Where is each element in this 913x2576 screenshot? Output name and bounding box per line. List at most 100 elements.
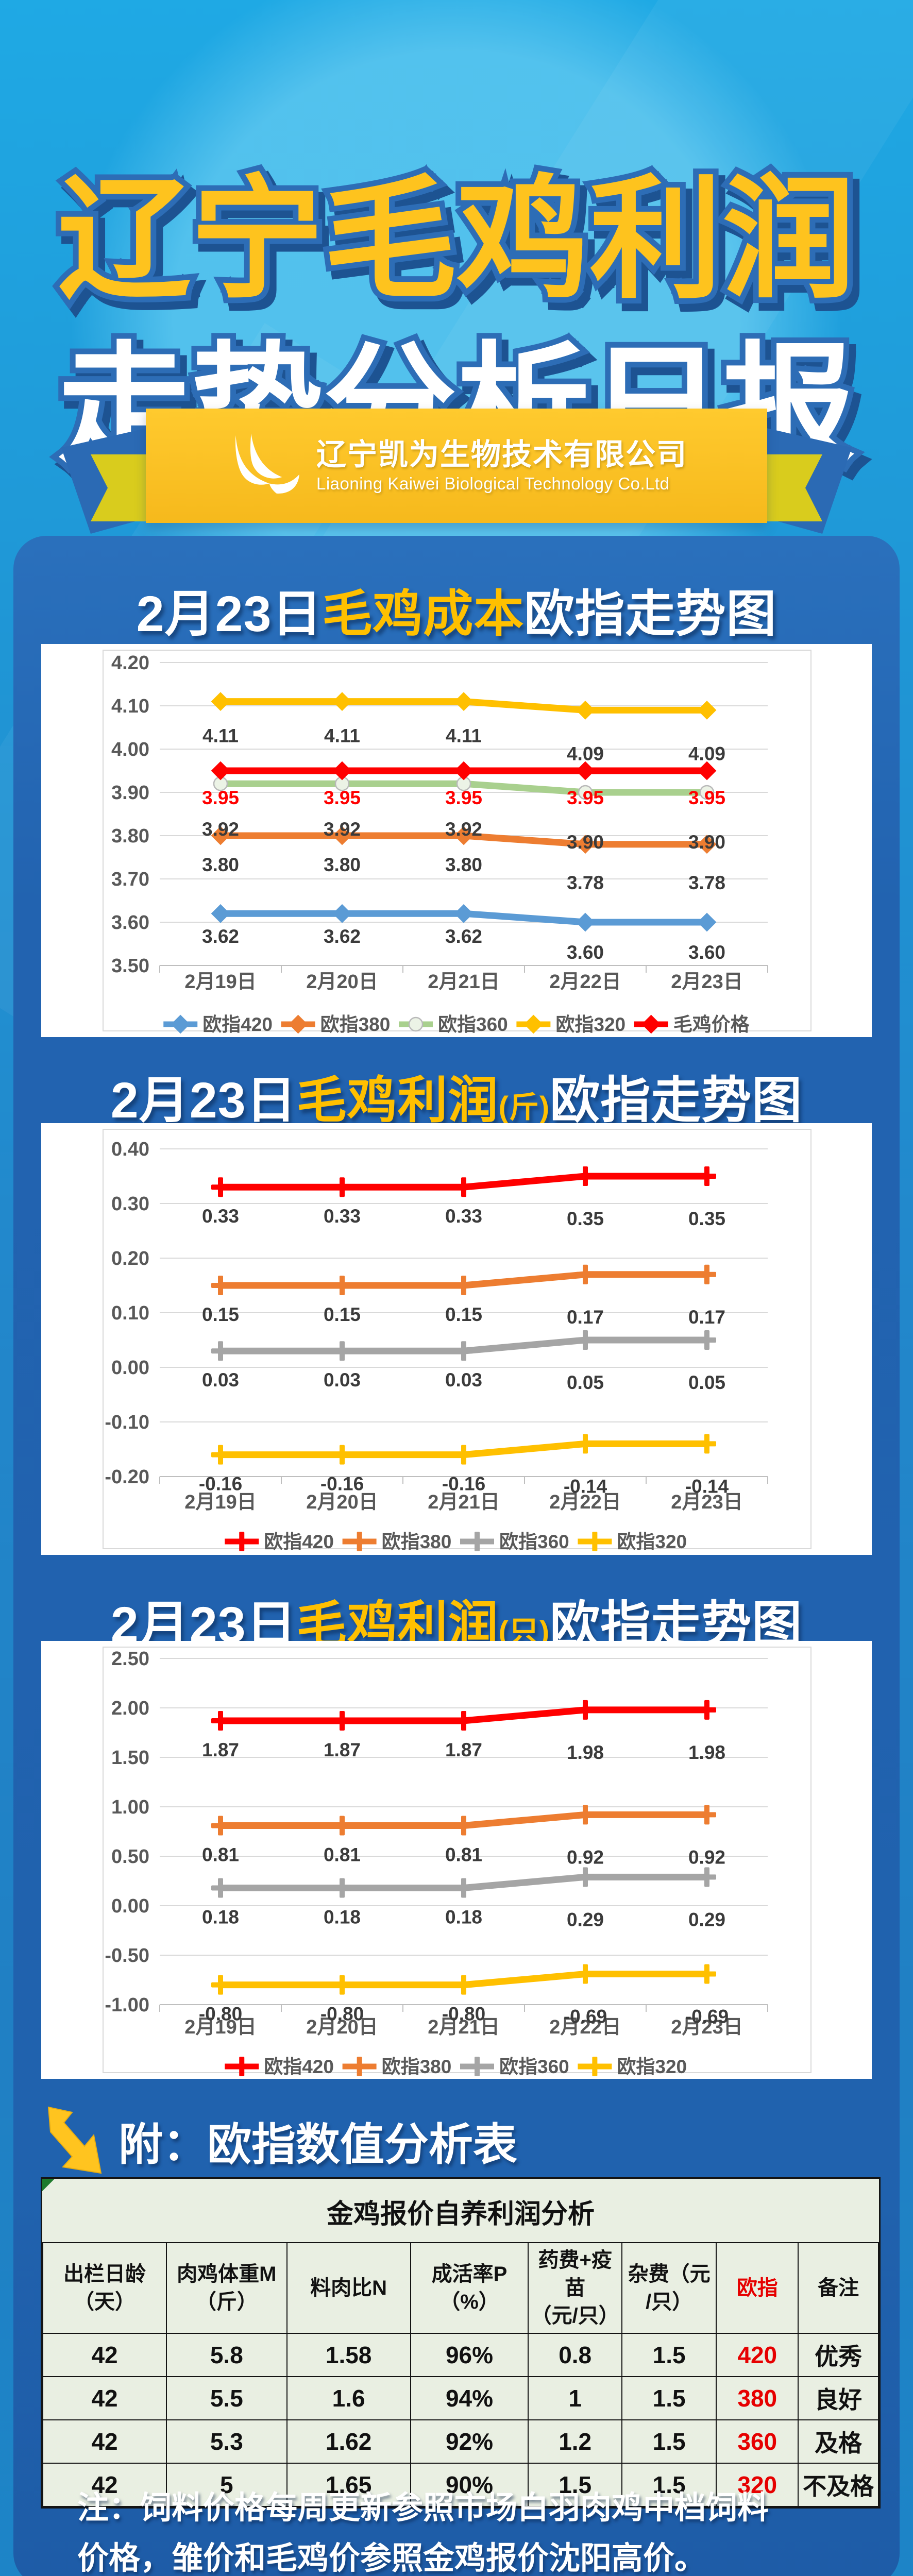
y-axis-tick-label: 1.50	[111, 1747, 149, 1769]
data-label: 0.35	[567, 1208, 604, 1229]
y-axis-tick-label: -0.10	[105, 1412, 149, 1433]
note-line1: 注：饲料价格每周更新参照市场白羽肉鸡中档饲料	[77, 2490, 769, 2525]
table-cell: 0.8	[528, 2333, 622, 2377]
table-cell: 92%	[410, 2419, 529, 2464]
data-point-marker	[697, 912, 717, 932]
data-point-marker	[211, 826, 230, 845]
company-name-en: Liaoning Kaiwei Biological Technology Co…	[316, 474, 670, 494]
data-label: -0.16	[442, 1473, 485, 1495]
data-label: 3.80	[324, 854, 361, 875]
legend-label: 欧指320	[617, 1531, 687, 1552]
legend-label: 欧指380	[320, 1014, 391, 1035]
data-label: 3.80	[445, 854, 482, 875]
data-label: 0.15	[445, 1304, 482, 1325]
data-point-marker	[585, 2064, 604, 2069]
data-point-marker	[454, 904, 474, 923]
legend-label: 欧指380	[382, 1531, 452, 1552]
data-point-marker	[211, 904, 230, 923]
data-point-marker	[697, 701, 717, 720]
table-cell: 1.2	[528, 2419, 622, 2464]
data-point-marker	[578, 785, 593, 800]
data-point-marker	[454, 1283, 473, 1288]
data-label: 1.98	[567, 1742, 604, 1763]
data-point-marker	[576, 1272, 595, 1277]
y-axis-tick-label: 1.00	[111, 1797, 149, 1818]
data-point-marker	[350, 2064, 369, 2069]
legend-label: 欧指420	[202, 1014, 273, 1035]
data-point-marker	[698, 1272, 716, 1277]
data-point-marker	[211, 1982, 230, 1988]
chart-border	[103, 650, 811, 1031]
table-cell: 1.62	[286, 2419, 411, 2464]
chart-title-part: 欧指走势图	[550, 1072, 803, 1128]
appendix-header: 附：欧指数值分析表	[43, 2105, 517, 2175]
x-axis-tick-label: 2月22日	[549, 971, 621, 993]
x-axis-tick-label: 2月20日	[306, 2016, 378, 2038]
data-point-marker	[289, 1014, 308, 1034]
data-label: 3.78	[688, 872, 725, 893]
legend-label: 欧指380	[382, 2056, 452, 2077]
table-cell: 5	[166, 2463, 288, 2507]
data-point-marker	[211, 692, 230, 711]
data-point-marker	[333, 1885, 351, 1891]
y-axis-tick-label: 0.50	[111, 1846, 149, 1868]
main-title-line1: 辽宁毛鸡利润	[58, 165, 855, 314]
table-cell: 5.5	[166, 2376, 288, 2420]
data-point-marker	[333, 1283, 351, 1288]
data-label: 0.03	[445, 1369, 482, 1391]
data-point-marker	[576, 1874, 595, 1880]
chart-title-part: 2月23日	[110, 1072, 297, 1128]
table-cell: 1.6	[286, 2376, 411, 2420]
data-label: 0.15	[324, 1304, 361, 1325]
data-point-marker	[211, 1452, 230, 1458]
y-axis-tick-label: 3.70	[111, 869, 149, 890]
data-point-marker	[211, 761, 230, 781]
chart-panel: 2.50 2.00 1.50 1.00 0.50 0.00 -0.50 -1.00 2月19日 2…	[41, 1641, 872, 2079]
x-axis-tick-label: 2月23日	[671, 971, 742, 993]
data-label: 0.92	[688, 1846, 725, 1868]
table-header-cell: 成活率P （%）	[410, 2242, 529, 2334]
data-label: 0.18	[202, 1906, 239, 1927]
data-label: 3.95	[445, 787, 482, 808]
table-cell: 320	[716, 2463, 799, 2507]
note-line2: 价格，雏价和毛鸡价参照金鸡报价沈阳高价。	[77, 2540, 706, 2575]
legend-label: 欧指360	[438, 1014, 508, 1035]
y-axis-tick-label: 3.50	[111, 955, 149, 977]
data-label: 4.09	[567, 743, 604, 764]
chart-title-part: (斤)	[498, 1091, 550, 1124]
table-cell: 5.3	[166, 2419, 288, 2464]
data-label: 3.62	[445, 926, 482, 947]
data-point-marker	[454, 1452, 473, 1458]
data-label: -0.14	[685, 1476, 729, 1497]
table-row: 42 5.5 1.6 94% 1 1.5 380 良好	[42, 2376, 879, 2420]
data-label: 4.11	[324, 725, 360, 747]
data-point-marker	[333, 1718, 351, 1723]
table-cell: 1.65	[286, 2463, 411, 2507]
x-axis-tick-label: 2月23日	[671, 2016, 742, 2038]
data-label: 3.95	[324, 787, 361, 808]
data-point-marker	[576, 912, 595, 932]
data-label: 4.09	[688, 743, 725, 764]
data-label: 0.33	[324, 1206, 361, 1227]
data-point-marker	[454, 692, 474, 711]
data-label: 0.15	[202, 1304, 239, 1325]
data-label: 3.90	[567, 832, 604, 853]
data-point-marker	[698, 1337, 716, 1343]
profit-table-card: 金鸡报价自养利润分析 出栏日龄 （天） 肉鸡体重M （斤） 料肉比N 成活率P （%）…	[41, 2177, 881, 2509]
data-label: 1.98	[688, 1742, 725, 1763]
table-cell: 42	[42, 2333, 167, 2377]
data-point-marker	[454, 826, 474, 845]
data-label: 3.62	[324, 926, 361, 947]
chart-border	[103, 1129, 811, 1549]
data-point-marker	[211, 1823, 230, 1828]
y-axis-tick-label: 2.50	[111, 1648, 149, 1670]
legend-label: 欧指420	[264, 1531, 334, 1552]
appendix-title: 附：欧指数值分析表	[119, 2120, 517, 2170]
legend-label: 毛鸡价格	[673, 1014, 750, 1035]
table-cell: 良好	[798, 2376, 879, 2420]
y-axis-tick-label: 2.00	[111, 1698, 149, 1719]
data-point-marker	[454, 1718, 473, 1723]
x-axis-tick-label: 2月19日	[184, 971, 256, 993]
table-cell: 96%	[410, 2333, 529, 2377]
line-chart: 0.40 0.30 0.20 0.10 0.00 -0.10 -0.20 2月19日 2月20日…	[103, 1129, 811, 1552]
